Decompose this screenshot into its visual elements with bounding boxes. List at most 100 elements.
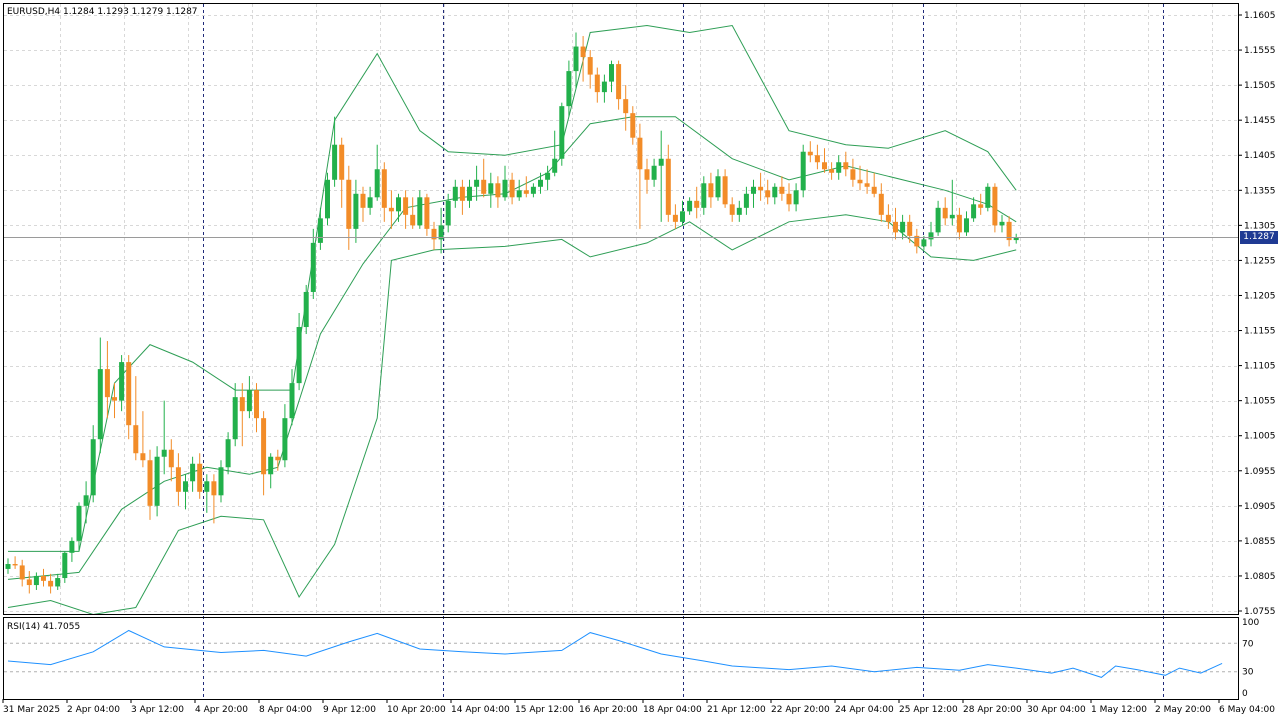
time-label: 16 Apr 20:00 [579, 705, 638, 715]
candle-body [33, 575, 39, 586]
candle-body [204, 481, 210, 492]
candle [467, 179, 472, 208]
candle-body [83, 495, 89, 506]
candle [566, 60, 572, 117]
price-label: 1.1555 [1244, 46, 1276, 56]
candle [516, 179, 522, 201]
candle [296, 313, 302, 391]
candle [154, 446, 160, 517]
candle [573, 32, 579, 89]
candle-body [112, 397, 117, 401]
candle [5, 558, 11, 574]
candle [765, 179, 771, 205]
candle-body [246, 390, 252, 412]
candle [601, 74, 607, 103]
candlestick-series[interactable] [5, 32, 1019, 594]
candle [779, 176, 785, 201]
candle-body [19, 565, 25, 580]
candle-body [928, 232, 934, 240]
candle-body [62, 552, 68, 579]
candle [396, 193, 401, 222]
time-axis: 31 Mar 2025 2 Apr 04:00 3 Apr 12:00 4 Apr 2… [2, 699, 1275, 715]
candle [474, 165, 480, 201]
candle [722, 169, 728, 208]
candle [992, 183, 998, 233]
candle-body [573, 46, 579, 72]
price-label: 1.1205 [1244, 291, 1276, 301]
candle [964, 211, 969, 236]
candle [701, 176, 707, 215]
candle [694, 186, 700, 219]
price-label: 1.0955 [1244, 467, 1276, 477]
rsi-line [7, 629, 1223, 678]
candle [751, 179, 756, 208]
candle-body [751, 186, 756, 194]
candle-body [736, 207, 742, 215]
candle [609, 60, 614, 93]
candle-body [346, 179, 352, 229]
candle-body [715, 176, 721, 198]
candle [800, 144, 806, 198]
candle [218, 460, 224, 503]
candle-body [971, 204, 977, 219]
candle [552, 130, 558, 177]
candle-body [538, 179, 543, 187]
candle [949, 179, 955, 226]
candle-body [601, 81, 607, 93]
candle [360, 186, 366, 222]
candle-body [800, 151, 806, 191]
price-label: 1.1305 [1244, 221, 1276, 231]
candle-body [97, 369, 103, 440]
candle-body [289, 383, 295, 419]
candle [793, 183, 799, 212]
candle-body [90, 439, 96, 496]
price-label: 1.1455 [1244, 116, 1276, 126]
candle [935, 200, 941, 236]
candle-body [417, 197, 423, 226]
candle-body [580, 46, 586, 58]
candle [112, 383, 117, 419]
candle-body [119, 362, 125, 401]
candle [885, 204, 891, 229]
candle-body [445, 200, 451, 226]
candle [317, 207, 323, 250]
candle-body [587, 57, 593, 75]
candle [48, 573, 54, 594]
candle [225, 432, 231, 475]
candle-body [481, 179, 487, 194]
candle-body [424, 197, 430, 229]
candle-body [680, 211, 685, 222]
candle [1013, 233, 1019, 244]
candle-body [651, 165, 657, 180]
candle-body [161, 449, 167, 457]
candle [538, 172, 543, 194]
candle [62, 551, 68, 583]
price-label: 1.1105 [1244, 362, 1276, 372]
candle-body [523, 190, 529, 194]
candle-body [140, 453, 146, 461]
candle [90, 425, 96, 503]
candle-body [467, 186, 472, 201]
candle [637, 123, 643, 229]
candle-body [431, 228, 437, 240]
candle [644, 158, 650, 194]
candle [914, 228, 920, 254]
candle-body [381, 169, 387, 208]
price-label: 1.1355 [1244, 186, 1276, 196]
candle-body [325, 179, 330, 219]
candle [168, 439, 174, 482]
candle-body [388, 207, 394, 212]
candle [616, 60, 622, 110]
candle [814, 144, 820, 170]
time-label: 6 May 04:00 [1219, 705, 1275, 715]
candle [204, 474, 210, 513]
candle [246, 376, 252, 419]
candle-body [261, 418, 267, 475]
session-separators [203, 4, 1164, 699]
candle-body [239, 397, 245, 412]
candle-body [708, 183, 714, 198]
candle-body [637, 137, 643, 170]
time-label: 25 Apr 12:00 [899, 705, 958, 715]
rsi-panel[interactable]: 100 70 30 0 [4, 618, 1259, 699]
